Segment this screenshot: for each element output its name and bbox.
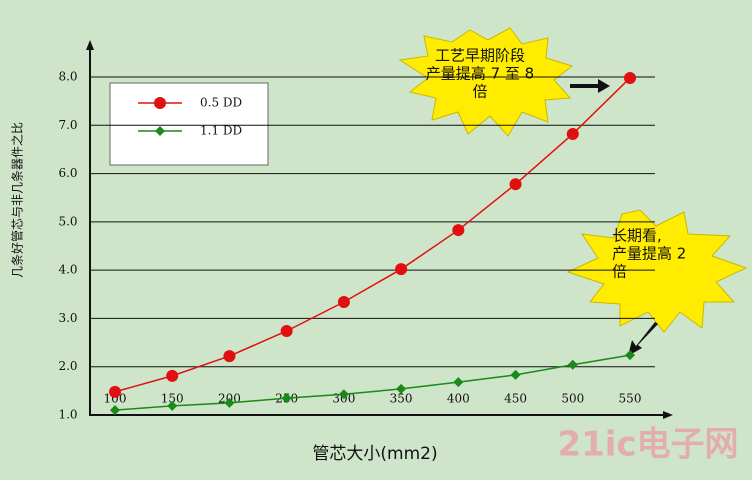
x-tick-label: 500 bbox=[561, 392, 584, 406]
y-tick-label: 2.0 bbox=[58, 359, 77, 373]
x-tick-label: 150 bbox=[161, 392, 184, 406]
x-tick-label: 100 bbox=[104, 392, 127, 406]
point bbox=[510, 369, 521, 380]
point bbox=[166, 369, 179, 382]
annotation: 产量提高 7 至 8 bbox=[426, 65, 534, 83]
legend-box bbox=[109, 82, 269, 166]
starburst bbox=[398, 27, 574, 137]
legend-label: 1.1 DD bbox=[200, 124, 242, 138]
annotation: 倍 bbox=[472, 83, 487, 101]
point bbox=[224, 397, 235, 408]
arrow bbox=[628, 322, 658, 356]
point bbox=[453, 377, 464, 388]
y-tick-label: 4.0 bbox=[58, 263, 77, 277]
point bbox=[395, 263, 408, 276]
point bbox=[567, 359, 578, 370]
point bbox=[566, 127, 579, 140]
y-tick-label: 8.0 bbox=[58, 70, 77, 84]
y-axis-label: 几条好管芯与非几条器件之比 bbox=[10, 122, 25, 278]
y-tick-label: 6.0 bbox=[58, 166, 77, 180]
series-line bbox=[114, 354, 631, 411]
point bbox=[625, 350, 635, 361]
point bbox=[337, 296, 350, 309]
axis-arrow bbox=[86, 40, 94, 50]
x-axis-label: 管芯大小(mm2) bbox=[312, 444, 437, 464]
y-tick-label: 1.0 bbox=[58, 408, 77, 422]
y-tick-label: 5.0 bbox=[58, 214, 77, 228]
point bbox=[110, 405, 120, 416]
x-tick-label: 550 bbox=[619, 392, 642, 406]
point bbox=[509, 178, 522, 191]
x-tick-label: 400 bbox=[447, 392, 470, 406]
watermark: 21ic电子网 bbox=[557, 425, 738, 465]
annotation: 长期看, bbox=[612, 227, 662, 245]
series-line bbox=[114, 77, 631, 393]
point bbox=[167, 400, 178, 411]
point bbox=[452, 224, 465, 237]
starburst bbox=[566, 209, 748, 333]
annotation: 产量提高 2 bbox=[612, 245, 686, 263]
legend-label: 0.5 DD bbox=[200, 96, 242, 110]
point bbox=[109, 385, 121, 398]
y-tick-label: 7.0 bbox=[58, 118, 77, 132]
point bbox=[280, 324, 293, 337]
point bbox=[223, 350, 236, 363]
point bbox=[396, 383, 407, 394]
point bbox=[281, 393, 292, 404]
point bbox=[624, 71, 636, 84]
x-tick-label: 350 bbox=[390, 392, 413, 406]
arrow bbox=[570, 79, 610, 93]
point bbox=[338, 389, 349, 400]
point bbox=[154, 97, 166, 109]
annotation: 工艺早期阶段 bbox=[435, 47, 525, 65]
y-tick-label: 3.0 bbox=[58, 311, 77, 325]
x-tick-label: 450 bbox=[504, 392, 527, 406]
point bbox=[155, 126, 165, 136]
axis-arrow bbox=[663, 411, 673, 419]
annotation: 倍 bbox=[612, 263, 627, 281]
